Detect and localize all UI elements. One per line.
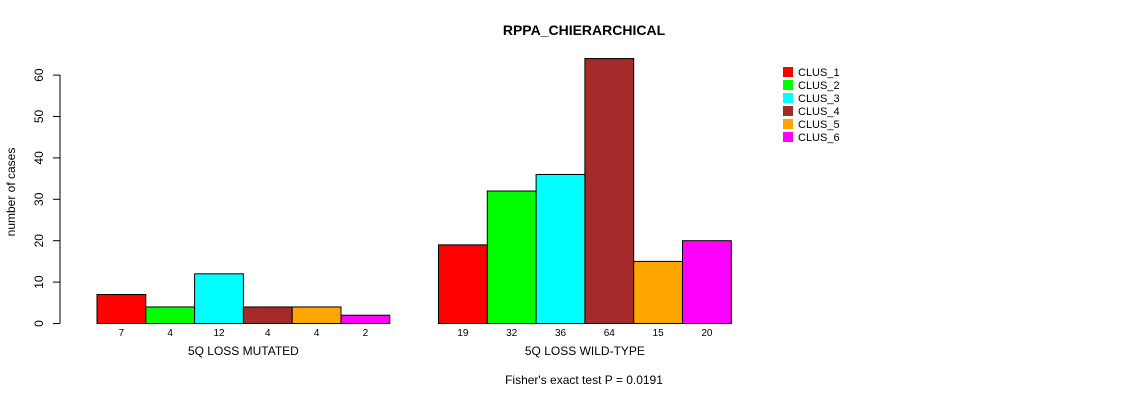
- y-tick-label: 50: [32, 110, 46, 124]
- legend-swatch: [783, 119, 793, 129]
- bar-clus-6-group-1: [340, 314, 391, 325]
- legend-swatch: [783, 93, 793, 103]
- legend-label: CLUS_4: [798, 106, 840, 118]
- legend-swatch: [783, 67, 793, 77]
- bar-value-label: 2: [363, 328, 369, 339]
- y-tick-label: 30: [32, 192, 46, 206]
- bar-value-label: 12: [213, 328, 225, 339]
- legend-label: CLUS_3: [798, 93, 840, 105]
- y-tick-label: 10: [32, 275, 46, 289]
- legend-label: CLUS_5: [798, 119, 840, 131]
- bar-value-label: 64: [604, 328, 616, 339]
- fisher-test-footnote: Fisher's exact test P = 0.0191: [505, 373, 663, 387]
- bar-value-label: 15: [653, 328, 665, 339]
- legend-swatch: [783, 132, 793, 142]
- bar-clus-2-group-1: [145, 306, 196, 325]
- bar-value-label: 4: [265, 328, 271, 339]
- bar-value-label: 19: [457, 328, 469, 339]
- y-axis: 0 10 20 30 40 50 60: [32, 68, 61, 327]
- legend-label: CLUS_2: [798, 80, 840, 92]
- bar-clus-4-group-1: [242, 306, 293, 325]
- legend-swatch: [783, 80, 793, 90]
- bar-clus-3-group-1: [194, 273, 244, 325]
- y-tick-label: 0: [32, 320, 46, 327]
- chart-title: RPPA_CHIERARCHICAL: [503, 22, 666, 38]
- group-label: 5Q LOSS WILD-TYPE: [525, 344, 645, 358]
- group-label: 5Q LOSS MUTATED: [188, 344, 299, 358]
- bar-value-label: 32: [506, 328, 518, 339]
- bar-clus-5-group-1: [291, 306, 342, 325]
- bar-value-label: 36: [555, 328, 567, 339]
- bar-clus-5-group-2: [633, 260, 684, 324]
- bar-clus-4-group-2: [584, 58, 635, 324]
- bar-value-label: 7: [119, 328, 125, 339]
- y-tick-label: 20: [32, 234, 46, 248]
- bar-value-label: 4: [167, 328, 173, 339]
- y-axis-label: number of cases: [4, 148, 18, 237]
- bar-labels: 7 4 12 4 4 2 5Q LOSS MUTATED 19 32 36 64 15 20 5Q LOS…: [119, 328, 713, 358]
- y-tick-label: 60: [32, 68, 46, 82]
- bar-clus-1-group-2: [438, 244, 488, 324]
- bar-clus-2-group-2: [486, 190, 537, 324]
- bar-clus-1-group-1: [96, 294, 147, 324]
- bars: [96, 58, 732, 325]
- legend-label: CLUS_1: [798, 67, 840, 79]
- bar-clus-3-group-2: [535, 173, 586, 324]
- bar-value-label: 4: [314, 328, 320, 339]
- y-tick-label: 40: [32, 151, 46, 165]
- bar-value-label: 20: [701, 328, 713, 339]
- legend-label: CLUS_6: [798, 132, 840, 144]
- legend-swatch: [783, 106, 793, 116]
- bar-clus-6-group-2: [682, 240, 732, 324]
